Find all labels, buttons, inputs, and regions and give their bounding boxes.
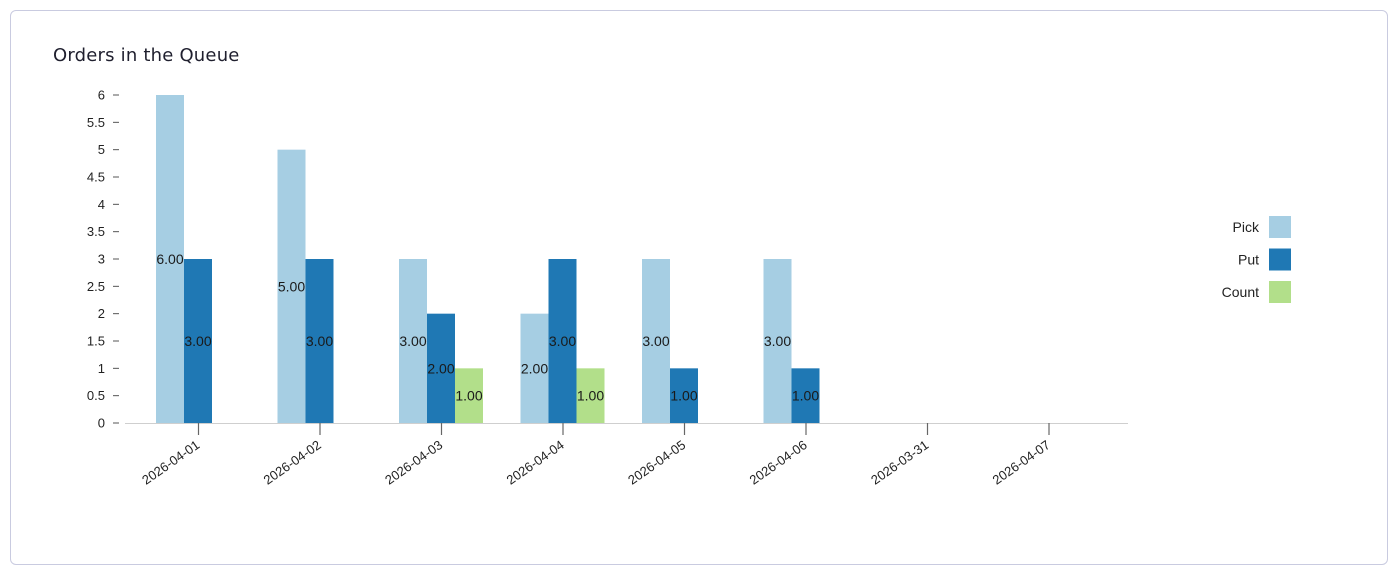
y-tick-label: 4 bbox=[98, 197, 105, 212]
x-tick-label: 2026-04-06 bbox=[747, 437, 810, 487]
legend-label-count[interactable]: Count bbox=[1222, 284, 1259, 300]
y-tick-label: 6 bbox=[98, 88, 105, 103]
data-label: 3.00 bbox=[399, 333, 426, 349]
y-tick-label: 3 bbox=[98, 252, 105, 267]
legend-label-pick[interactable]: Pick bbox=[1233, 219, 1260, 235]
bar-put[interactable] bbox=[427, 313, 455, 423]
legend: Pick Put Count bbox=[1222, 216, 1291, 303]
x-tick-label: 2026-04-02 bbox=[261, 437, 324, 487]
bar-put[interactable] bbox=[791, 368, 820, 423]
chart-card: Orders in the Queue bbox=[10, 10, 1388, 565]
data-label: 1.00 bbox=[455, 388, 482, 404]
x-tick-label: 2026-04-04 bbox=[504, 437, 567, 487]
bar-pick[interactable] bbox=[642, 259, 670, 423]
legend-label-put[interactable]: Put bbox=[1238, 252, 1259, 268]
legend-swatch-count[interactable] bbox=[1269, 281, 1291, 303]
data-label: 2.00 bbox=[427, 360, 454, 376]
bar-pick[interactable] bbox=[156, 95, 184, 423]
data-label: 5.00 bbox=[278, 278, 305, 294]
data-label: 3.00 bbox=[549, 333, 576, 349]
y-tick-label: 1.5 bbox=[87, 334, 105, 349]
x-tick-label: 2026-04-07 bbox=[990, 437, 1053, 487]
y-tick-label: 2.5 bbox=[87, 279, 105, 294]
y-tick-label: 2 bbox=[98, 306, 105, 321]
x-tick-label: 2026-03-31 bbox=[868, 437, 931, 487]
data-label: 1.00 bbox=[792, 388, 819, 404]
bars bbox=[156, 95, 820, 423]
data-label: 3.00 bbox=[764, 333, 791, 349]
data-label: 3.00 bbox=[642, 333, 669, 349]
x-axis: 2026-04-01 2026-04-02 2026-04-03 2026-04-04… bbox=[125, 423, 1128, 488]
bar-pick[interactable] bbox=[520, 313, 549, 423]
bar-pick[interactable] bbox=[399, 259, 427, 423]
legend-swatch-pick[interactable] bbox=[1269, 216, 1291, 238]
bar-put[interactable] bbox=[670, 368, 698, 423]
data-label: 2.00 bbox=[521, 360, 548, 376]
bar-put[interactable] bbox=[184, 259, 212, 423]
bar-count[interactable] bbox=[455, 368, 483, 423]
y-tick-label: 1 bbox=[98, 361, 105, 376]
x-tick-label: 2026-04-03 bbox=[382, 437, 445, 487]
y-tick-label: 0.5 bbox=[87, 388, 105, 403]
chart-title: Orders in the Queue bbox=[53, 45, 240, 66]
x-tick-label: 2026-04-05 bbox=[625, 437, 688, 487]
y-axis: 0 0.5 1 1.5 2 2.5 3 3.5 4 4.5 5 5.5 6 bbox=[87, 88, 119, 431]
y-tick-label: 0 bbox=[98, 416, 105, 431]
data-label: 6.00 bbox=[156, 251, 183, 267]
data-label: 3.00 bbox=[306, 333, 333, 349]
legend-swatch-put[interactable] bbox=[1269, 248, 1291, 271]
y-tick-label: 5 bbox=[98, 142, 105, 157]
x-tick-label: 2026-04-01 bbox=[139, 437, 202, 487]
bar-pick[interactable] bbox=[763, 259, 792, 423]
y-tick-label: 3.5 bbox=[87, 224, 105, 239]
bar-pick[interactable] bbox=[277, 149, 306, 423]
bar-put[interactable] bbox=[305, 259, 334, 423]
data-labels: 6.003.005.003.00 3.002.001.002.003.001.00… bbox=[156, 251, 819, 404]
y-tick-label: 4.5 bbox=[87, 170, 105, 185]
data-label: 1.00 bbox=[577, 388, 604, 404]
y-tick-label: 5.5 bbox=[87, 115, 105, 130]
data-label: 3.00 bbox=[184, 333, 211, 349]
bar-put[interactable] bbox=[548, 259, 577, 423]
data-label: 1.00 bbox=[670, 388, 697, 404]
bar-count[interactable] bbox=[576, 368, 605, 423]
